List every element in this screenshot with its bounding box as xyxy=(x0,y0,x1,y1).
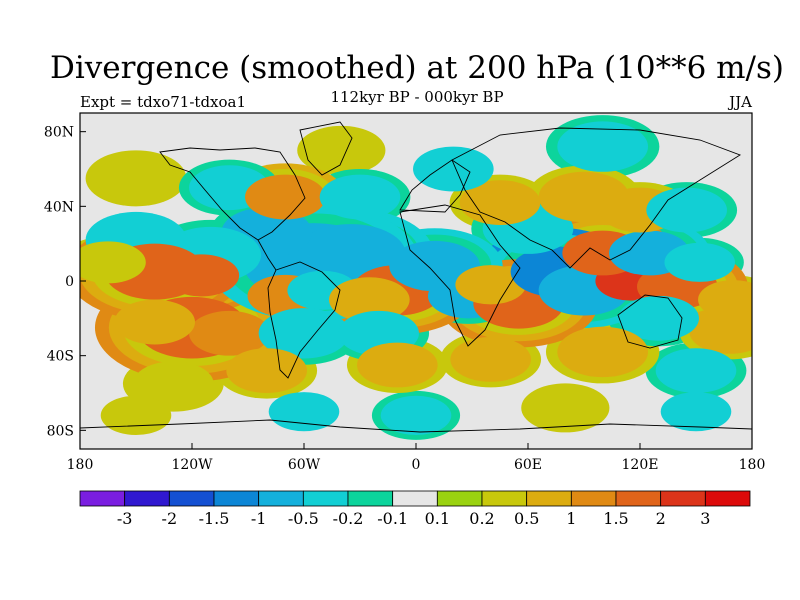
experiment-label: Expt = tdxo71-tdxoa1 xyxy=(80,93,247,111)
colorbar-label: 0.2 xyxy=(469,509,494,528)
divergence-map xyxy=(80,113,752,449)
colorbar-label: 3 xyxy=(700,509,710,528)
colorbar: -3 -2 -1.5 -1 -0.5 -0.2 -0.1 0.1 0.2 0.5 1 1.5 2 3 xyxy=(79,490,751,528)
x-tick-label: 60E xyxy=(514,457,542,473)
colorbar-label: -0.1 xyxy=(377,509,408,528)
coast-antarctica xyxy=(80,419,752,433)
divergence-blob xyxy=(357,342,438,388)
y-tick-label: 0 xyxy=(65,274,74,290)
divergence-blob xyxy=(268,392,340,432)
x-tick-label: 120E xyxy=(622,457,659,473)
coast-europe xyxy=(399,159,471,213)
colorbar-swatch xyxy=(213,490,260,507)
period-subtitle: 112kyr BP - 000kyr BP xyxy=(330,88,504,106)
coast-asia xyxy=(451,127,742,269)
divergence-blob xyxy=(245,174,326,220)
x-tick-label: 120W xyxy=(171,457,213,473)
divergence-field xyxy=(80,115,752,440)
colorbar-swatch xyxy=(704,490,751,507)
divergence-blob xyxy=(380,395,452,435)
chart-title: Divergence (smoothed) at 200 hPa (10**6 … xyxy=(50,50,784,86)
colorbar-swatch xyxy=(347,490,394,507)
coast-australia xyxy=(617,294,683,349)
x-tick-label: 0 xyxy=(412,457,421,473)
colorbar-swatch xyxy=(660,490,706,507)
longitude-axis: 180 120W 60W 0 60E 120E 180 xyxy=(67,443,766,473)
divergence-blob xyxy=(133,361,214,407)
divergence-blob xyxy=(689,309,752,354)
divergence-blob xyxy=(114,299,195,345)
colorbar-swatch xyxy=(570,490,617,507)
coast-central-america xyxy=(257,239,277,271)
colorbar-swatch xyxy=(79,490,126,507)
colorbar-swatch xyxy=(258,490,304,507)
divergence-blob xyxy=(413,146,494,192)
divergence-blob xyxy=(163,254,240,297)
coast-north-america xyxy=(159,147,306,241)
colorbar-label: -0.5 xyxy=(288,509,319,528)
colorbar-swatch xyxy=(392,490,438,507)
divergence-blob xyxy=(530,388,601,428)
colorbar-swatch xyxy=(526,490,572,507)
colorbar-swatch xyxy=(615,490,662,507)
divergence-blob xyxy=(319,174,401,220)
colorbar-label: 1.5 xyxy=(603,509,628,528)
y-tick-label: 80N xyxy=(44,125,74,141)
divergence-blob xyxy=(646,187,727,233)
colorbar-label: 0.1 xyxy=(425,509,450,528)
divergence-blob xyxy=(664,242,736,282)
coastlines xyxy=(80,121,752,433)
divergence-blob xyxy=(660,392,732,432)
y-tick-label: 80S xyxy=(47,423,74,439)
season-label: JJA xyxy=(729,93,752,111)
divergence-blob xyxy=(258,308,350,359)
divergence-blob xyxy=(100,395,172,435)
divergence-blob xyxy=(226,348,307,393)
divergence-blob xyxy=(80,241,146,284)
colorbar-label: -1 xyxy=(251,509,267,528)
colorbar-swatch xyxy=(168,490,215,507)
divergence-blob xyxy=(557,326,649,378)
latitude-axis: 80N 40N 0 40S 80S xyxy=(44,125,86,439)
divergence-blob xyxy=(450,337,531,382)
colorbar-swatch xyxy=(481,490,528,507)
divergence-blob xyxy=(189,310,270,356)
colorbar-label: -0.2 xyxy=(333,509,364,528)
x-tick-label: 180 xyxy=(67,457,94,473)
divergence-blob xyxy=(329,277,410,323)
x-tick-label: 180 xyxy=(739,457,766,473)
divergence-blob xyxy=(95,155,177,201)
divergence-blob xyxy=(655,348,737,393)
colorbar-swatch xyxy=(436,490,483,507)
colorbar-label: -2 xyxy=(162,509,178,528)
divergence-blob xyxy=(306,130,377,170)
divergence-blob xyxy=(698,280,752,320)
divergence-blob xyxy=(618,295,699,341)
colorbar-swatch xyxy=(124,490,170,507)
colorbar-label: 0.5 xyxy=(514,509,539,528)
colorbar-swatch xyxy=(302,490,349,507)
divergence-blob xyxy=(455,265,526,305)
y-tick-label: 40N xyxy=(44,199,74,215)
y-tick-label: 40S xyxy=(47,349,74,365)
colorbar-label: -3 xyxy=(117,509,133,528)
x-tick-label: 60W xyxy=(288,457,321,473)
colorbar-label: -1.5 xyxy=(199,509,230,528)
divergence-blob xyxy=(459,180,541,226)
coast-south-america xyxy=(267,261,341,379)
coast-africa xyxy=(399,204,521,347)
divergence-blob xyxy=(557,121,649,172)
colorbar-label: 1 xyxy=(566,509,576,528)
colorbar-label: 2 xyxy=(656,509,666,528)
coast-greenland xyxy=(299,121,353,176)
